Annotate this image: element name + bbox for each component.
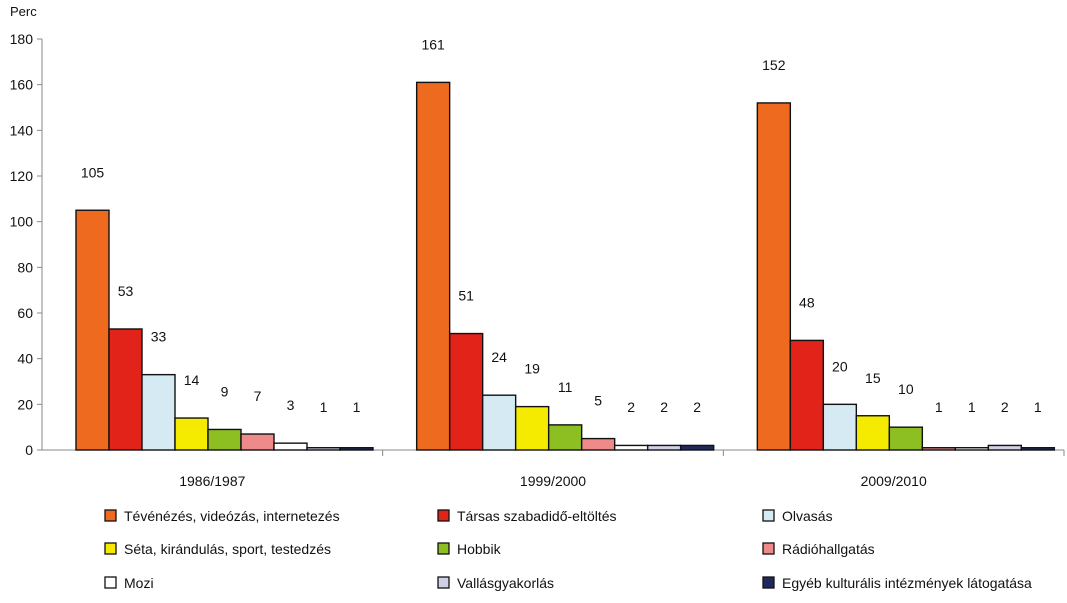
bar <box>306 447 341 451</box>
bar <box>141 373 176 451</box>
y-tick-label: 0 <box>25 442 33 458</box>
legend-label: Tévénézés, videózás, internetezés <box>124 508 340 524</box>
legend-label: Társas szabadidő-eltöltés <box>457 508 617 524</box>
legend-swatch <box>104 576 117 589</box>
bar-value-label: 24 <box>491 349 507 365</box>
x-category-label: 1999/2000 <box>520 473 586 489</box>
bar-value-label: 7 <box>254 388 262 404</box>
bar-value-label: 2 <box>660 399 668 415</box>
bar-value-label: 2 <box>693 399 701 415</box>
bar-value-label: 51 <box>458 288 474 304</box>
bar <box>481 394 517 451</box>
y-tick-label: 20 <box>17 396 33 412</box>
legend-swatch <box>104 542 117 555</box>
legend-swatch <box>104 509 117 522</box>
bar <box>613 444 649 451</box>
x-category-label: 2009/2010 <box>861 473 927 489</box>
legend-label: Egyéb kulturális intézmények látogatása <box>782 575 1032 591</box>
bar <box>1020 447 1056 451</box>
bar-value-label: 1 <box>1034 399 1042 415</box>
bar-value-label: 33 <box>151 329 167 345</box>
y-axis-unit-label: Perc <box>10 4 37 19</box>
bar-value-label: 161 <box>421 36 445 52</box>
legend-label: Olvasás <box>782 508 833 524</box>
y-tick-label: 120 <box>10 168 34 184</box>
bar <box>207 428 242 451</box>
legend-label: Rádióhallgatás <box>782 541 875 557</box>
bar <box>756 102 792 451</box>
bar <box>174 417 209 451</box>
legend-swatch <box>762 576 775 589</box>
y-tick-label: 60 <box>17 305 33 321</box>
bar-value-label: 19 <box>524 361 540 377</box>
bar <box>646 444 682 451</box>
bar-value-label: 105 <box>81 164 105 180</box>
bar-value-label: 1 <box>968 399 976 415</box>
bar <box>921 447 957 451</box>
bar-value-label: 53 <box>118 283 134 299</box>
legend-swatch <box>762 509 775 522</box>
legend-swatch <box>437 576 450 589</box>
bar <box>789 339 825 451</box>
legend: Tévénézés, videózás, internetezés Társas … <box>104 508 1032 591</box>
y-tick-label: 40 <box>17 351 33 367</box>
bar-value-label: 1 <box>353 399 361 415</box>
bar-value-label: 2 <box>1001 399 1009 415</box>
bar <box>339 447 374 451</box>
bar-value-label: 10 <box>898 381 914 397</box>
legend-swatch <box>437 542 450 555</box>
bar <box>415 81 451 451</box>
bar <box>273 442 308 451</box>
bar-value-label: 3 <box>287 397 295 413</box>
bar-value-label: 5 <box>594 393 602 409</box>
bar-value-label: 48 <box>799 294 815 310</box>
bar-value-label: 14 <box>184 372 200 388</box>
bar-value-label: 15 <box>865 370 881 386</box>
y-tick-label: 100 <box>10 214 34 230</box>
legend-swatch <box>437 509 450 522</box>
bar <box>679 444 715 451</box>
bar-value-label: 2 <box>627 399 635 415</box>
bar <box>547 424 583 451</box>
bar-value-label: 152 <box>762 57 786 73</box>
y-tick-label: 180 <box>10 31 34 47</box>
bar <box>954 447 990 451</box>
bar <box>108 328 143 451</box>
y-tick-label: 160 <box>10 77 34 93</box>
bar <box>855 415 891 451</box>
y-tick-label: 80 <box>17 259 33 275</box>
bar <box>240 433 275 451</box>
legend-label: Vallásgyakorlás <box>457 575 554 591</box>
legend-label: Hobbik <box>457 541 502 557</box>
bar-value-label: 20 <box>832 358 848 374</box>
legend-label: Mozi <box>124 575 154 591</box>
bar <box>448 332 484 451</box>
y-tick-label: 140 <box>10 122 34 138</box>
bar <box>822 403 858 451</box>
bar <box>75 209 110 451</box>
bar-value-label: 1 <box>935 399 943 415</box>
bar <box>580 437 616 451</box>
bar <box>888 426 924 451</box>
bar-value-label: 11 <box>558 379 573 395</box>
bar-value-label: 1 <box>320 399 328 415</box>
bar <box>514 405 550 451</box>
legend-label: Séta, kirándulás, sport, testedzés <box>124 541 331 557</box>
bar-value-label: 9 <box>221 383 229 399</box>
bar <box>987 444 1023 451</box>
x-category-label: 1986/1987 <box>179 473 245 489</box>
legend-swatch <box>762 542 775 555</box>
